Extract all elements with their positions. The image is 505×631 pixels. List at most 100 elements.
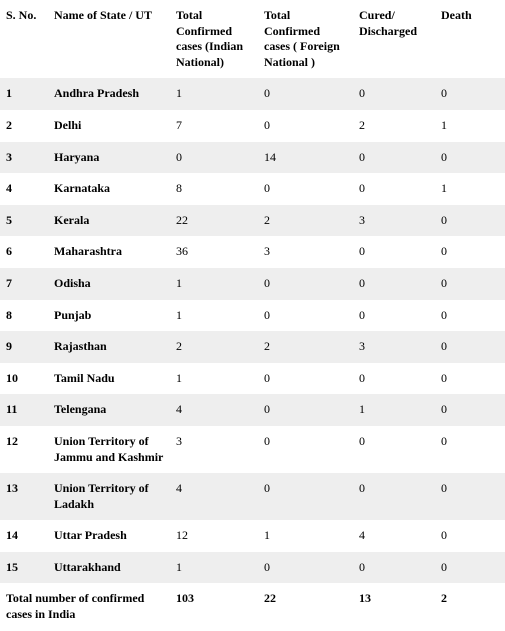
table-row: 2Delhi7021 [0, 110, 505, 142]
cell-state: Haryana [48, 142, 170, 174]
cell-cured: 0 [353, 78, 435, 110]
cell-cured: 1 [353, 394, 435, 426]
cell-state: Kerala [48, 205, 170, 237]
total-row: Total number of confirmed cases in India… [0, 583, 505, 630]
cell-state: Telengana [48, 394, 170, 426]
cell-death: 0 [435, 394, 505, 426]
cell-death: 0 [435, 205, 505, 237]
cell-death: 0 [435, 331, 505, 363]
cell-state: Karnataka [48, 173, 170, 205]
cell-state: Uttar Pradesh [48, 520, 170, 552]
cell-sno: 14 [0, 520, 48, 552]
cell-death: 0 [435, 300, 505, 332]
cell-foreign: 0 [258, 363, 353, 395]
header-sno: S. No. [0, 0, 48, 78]
cell-foreign: 0 [258, 426, 353, 473]
cell-sno: 12 [0, 426, 48, 473]
cell-sno: 10 [0, 363, 48, 395]
cell-death: 1 [435, 110, 505, 142]
cell-indian: 1 [170, 552, 258, 584]
table-row: 6Maharashtra36300 [0, 236, 505, 268]
total-indian: 103 [170, 583, 258, 630]
cell-indian: 2 [170, 331, 258, 363]
total-death: 2 [435, 583, 505, 630]
table-row: 12Union Territory of Jammu and Kashmir30… [0, 426, 505, 473]
cell-sno: 6 [0, 236, 48, 268]
cell-indian: 3 [170, 426, 258, 473]
header-state: Name of State / UT [48, 0, 170, 78]
total-foreign: 22 [258, 583, 353, 630]
cell-indian: 8 [170, 173, 258, 205]
cell-death: 0 [435, 552, 505, 584]
cell-indian: 4 [170, 473, 258, 520]
cell-foreign: 0 [258, 300, 353, 332]
cell-foreign: 0 [258, 173, 353, 205]
cell-foreign: 0 [258, 394, 353, 426]
cell-state: Uttarakhand [48, 552, 170, 584]
table-row: 1Andhra Pradesh1000 [0, 78, 505, 110]
cell-foreign: 0 [258, 268, 353, 300]
cell-foreign: 0 [258, 110, 353, 142]
cell-indian: 36 [170, 236, 258, 268]
cell-foreign: 1 [258, 520, 353, 552]
cell-state: Odisha [48, 268, 170, 300]
cell-indian: 1 [170, 363, 258, 395]
cell-death: 0 [435, 78, 505, 110]
cell-cured: 3 [353, 331, 435, 363]
cell-cured: 0 [353, 300, 435, 332]
table-row: 9Rajasthan2230 [0, 331, 505, 363]
header-indian: Total Confirmed cases (Indian National) [170, 0, 258, 78]
cell-sno: 7 [0, 268, 48, 300]
cell-foreign: 0 [258, 78, 353, 110]
cell-indian: 1 [170, 78, 258, 110]
cell-indian: 1 [170, 268, 258, 300]
table-row: 5Kerala22230 [0, 205, 505, 237]
cell-death: 0 [435, 236, 505, 268]
cell-sno: 1 [0, 78, 48, 110]
table-row: 4Karnataka8001 [0, 173, 505, 205]
cell-cured: 0 [353, 142, 435, 174]
cell-state: Rajasthan [48, 331, 170, 363]
cell-death: 0 [435, 426, 505, 473]
cell-death: 0 [435, 363, 505, 395]
table-row: 8Punjab1000 [0, 300, 505, 332]
cell-indian: 1 [170, 300, 258, 332]
header-death: Death [435, 0, 505, 78]
table-row: 13Union Territory of Ladakh4000 [0, 473, 505, 520]
header-foreign: Total Confirmed cases ( Foreign National… [258, 0, 353, 78]
cell-state: Delhi [48, 110, 170, 142]
cell-death: 1 [435, 173, 505, 205]
cell-sno: 8 [0, 300, 48, 332]
cell-cured: 0 [353, 363, 435, 395]
cell-state: Andhra Pradesh [48, 78, 170, 110]
cell-cured: 0 [353, 552, 435, 584]
cell-sno: 5 [0, 205, 48, 237]
cell-cured: 0 [353, 236, 435, 268]
cell-cured: 3 [353, 205, 435, 237]
cell-cured: 0 [353, 426, 435, 473]
header-cured: Cured/ Discharged [353, 0, 435, 78]
cell-indian: 22 [170, 205, 258, 237]
cell-indian: 7 [170, 110, 258, 142]
cell-sno: 11 [0, 394, 48, 426]
cell-cured: 2 [353, 110, 435, 142]
cell-foreign: 14 [258, 142, 353, 174]
cell-sno: 13 [0, 473, 48, 520]
cell-cured: 0 [353, 473, 435, 520]
cell-state: Punjab [48, 300, 170, 332]
cell-cured: 0 [353, 173, 435, 205]
total-label: Total number of confirmed cases in India [0, 583, 170, 630]
table-row: 3Haryana01400 [0, 142, 505, 174]
cell-foreign: 2 [258, 205, 353, 237]
covid-state-table: S. No. Name of State / UT Total Confirme… [0, 0, 505, 631]
cell-cured: 4 [353, 520, 435, 552]
cell-state: Union Territory of Jammu and Kashmir [48, 426, 170, 473]
table-row: 7Odisha1000 [0, 268, 505, 300]
cell-sno: 3 [0, 142, 48, 174]
cell-indian: 4 [170, 394, 258, 426]
table-row: 14Uttar Pradesh12140 [0, 520, 505, 552]
cell-death: 0 [435, 473, 505, 520]
cell-state: Union Territory of Ladakh [48, 473, 170, 520]
cell-cured: 0 [353, 268, 435, 300]
cell-sno: 15 [0, 552, 48, 584]
